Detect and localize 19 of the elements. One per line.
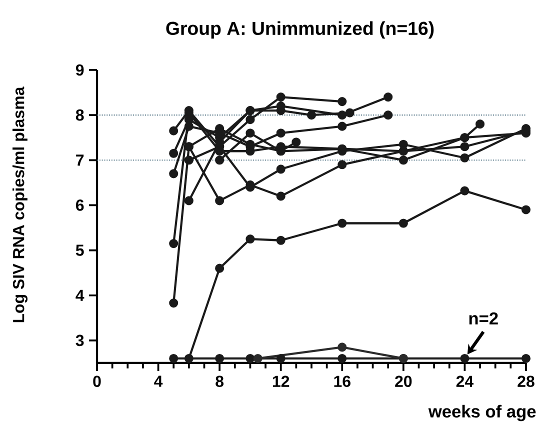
x-tick-label: 24 bbox=[456, 376, 474, 387]
x-tick-label: 16 bbox=[334, 376, 350, 388]
x-tick-label: 4 bbox=[154, 376, 163, 387]
x-tick-label: 28 bbox=[518, 376, 534, 388]
x-tick-label: 0 bbox=[93, 376, 101, 388]
y-tick-label: 3 bbox=[76, 334, 84, 346]
y-tick-label: 6 bbox=[76, 200, 84, 211]
y-tick-label: 8 bbox=[76, 109, 84, 121]
y-tick-label: 4 bbox=[76, 290, 84, 301]
y-tick-label: 7 bbox=[76, 154, 84, 166]
x-tick-label: 20 bbox=[395, 376, 412, 388]
annotation: n=2 bbox=[469, 312, 498, 324]
x-tick-label: 8 bbox=[216, 376, 224, 388]
y-axis-title: Log SIV RNA copies/ml plasma bbox=[12, 86, 28, 322]
chart-title: Group A: Unimmunized (n=16) bbox=[166, 21, 434, 39]
x-tick-label: 12 bbox=[272, 376, 290, 387]
y-tick-label: 5 bbox=[76, 244, 84, 256]
y-tick-label: 9 bbox=[76, 64, 84, 76]
x-axis-title: weeks of age bbox=[428, 404, 536, 422]
